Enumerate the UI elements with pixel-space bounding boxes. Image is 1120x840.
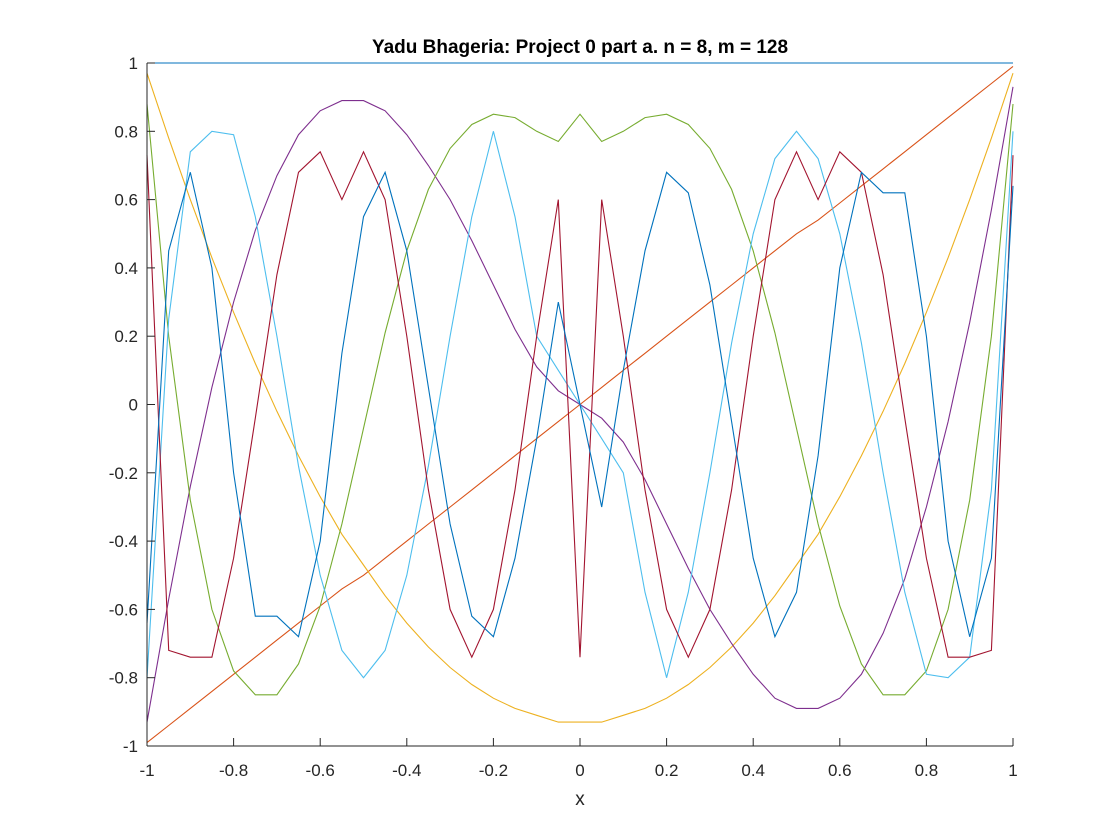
x-tick-label: -1 bbox=[139, 761, 154, 780]
y-tick-label: 1 bbox=[129, 54, 138, 73]
y-tick-label: 0.6 bbox=[114, 191, 138, 210]
x-axis-title: x bbox=[575, 789, 585, 810]
x-tick-label: 0 bbox=[575, 761, 584, 780]
y-tick-label: -0.8 bbox=[109, 669, 138, 688]
x-tick-label: 0.8 bbox=[915, 761, 939, 780]
x-tick-label: -0.6 bbox=[306, 761, 335, 780]
y-tick-label: 0.2 bbox=[114, 327, 138, 346]
y-tick-label: 0 bbox=[129, 396, 138, 415]
y-tick-label: 0.8 bbox=[114, 122, 138, 141]
y-tick-label: -0.6 bbox=[109, 600, 138, 619]
x-tick-label: -0.2 bbox=[479, 761, 508, 780]
x-tick-label: -0.8 bbox=[219, 761, 248, 780]
series-layer bbox=[146, 62, 1014, 744]
chart-title: Yadu Bhageria: Project 0 part a. n = 8, … bbox=[372, 37, 788, 58]
x-tick-label: 0.2 bbox=[655, 761, 679, 780]
y-tick-label: -1 bbox=[123, 737, 138, 756]
y-tick-label: -0.4 bbox=[109, 532, 138, 551]
series-line-3 bbox=[146, 73, 1014, 723]
y-tick-label: 0.4 bbox=[114, 259, 138, 278]
series-line-8 bbox=[146, 170, 1014, 639]
series-line-5 bbox=[146, 103, 1014, 696]
x-tick-label: 1 bbox=[1008, 761, 1017, 780]
tick-layer: -1 -0.8 -0.6 -0.4 -0.2 0 0.2 0.4 0.6 0.8 1 -1 -0.8 -0… bbox=[109, 54, 1018, 780]
x-tick-label: -0.4 bbox=[392, 761, 421, 780]
x-tick-label: 0.6 bbox=[828, 761, 852, 780]
x-tick-label: 0.4 bbox=[741, 761, 765, 780]
series-line-7 bbox=[146, 150, 1014, 659]
y-tick-label: -0.2 bbox=[109, 464, 138, 483]
